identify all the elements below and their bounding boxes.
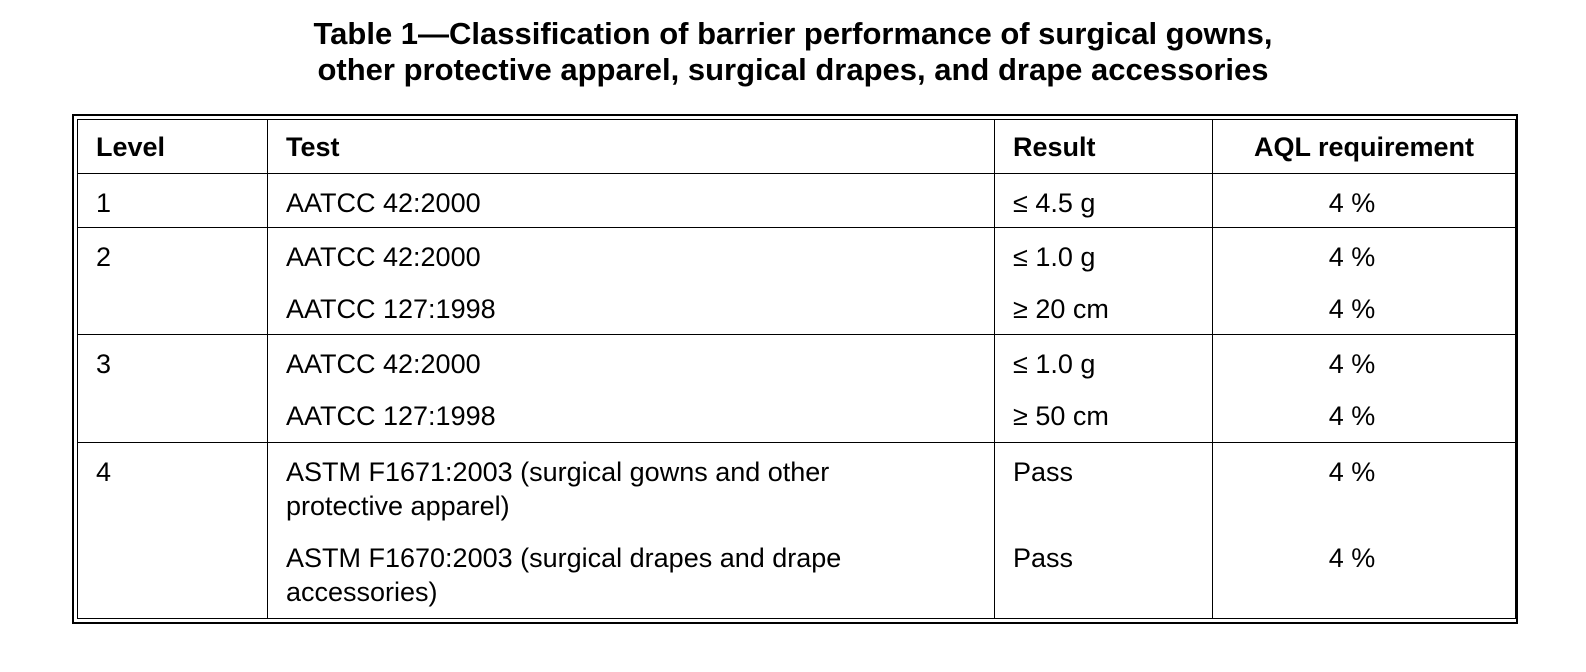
aql-value: 4 %	[1328, 188, 1376, 218]
result-value: ≥ 20 cm	[1013, 294, 1109, 325]
test-name: AATCC 42:2000	[286, 242, 481, 273]
test-cell: AATCC 42:2000	[267, 172, 995, 229]
test-name: AATCC 127:1998	[286, 401, 496, 432]
test-name: AATCC 42:2000	[286, 188, 481, 218]
header-result: Result	[994, 119, 1213, 174]
table-header-row: Level Test Result AQL requirement	[77, 119, 1516, 174]
table-row-level-1: 1 AATCC 42:2000 ≤ 4.5 g 4 %	[77, 172, 1516, 229]
caption-line-1: Table 1—Classification of barrier perfor…	[313, 16, 1273, 51]
header-aql-requirement: AQL requirement	[1212, 119, 1516, 174]
test-name: AATCC 42:2000	[286, 349, 481, 380]
aql-cell: 4 % 4 %	[1212, 334, 1516, 443]
aql-cell: 4 % 4 %	[1212, 227, 1516, 336]
table-row-level-3: 3 AATCC 42:2000 AATCC 127:1998 ≤ 1.0 g ≥…	[77, 334, 1516, 443]
test-name: ASTM F1671:2003 (surgical gowns and othe…	[286, 456, 830, 521]
test-cell: AATCC 42:2000 AATCC 127:1998	[267, 227, 995, 336]
table-frame: Level Test Result AQL requirement 1 AATC…	[72, 114, 1518, 624]
aql-value: 4 %	[1328, 542, 1376, 573]
aql-value: 4 %	[1328, 349, 1376, 380]
table-row-level-2: 2 AATCC 42:2000 AATCC 127:1998 ≤ 1.0 g ≥…	[77, 227, 1516, 336]
table-caption: Table 1—Classification of barrier perfor…	[0, 16, 1586, 88]
level-cell: 2	[77, 227, 268, 336]
result-value: ≤ 4.5 g	[1013, 188, 1096, 218]
test-cell: ASTM F1671:2003 (surgical gowns and othe…	[267, 441, 995, 620]
level-value: 1	[96, 188, 112, 218]
aql-value: 4 %	[1328, 294, 1376, 325]
caption-line-2: other protective apparel, surgical drape…	[317, 52, 1269, 87]
result-value: ≤ 1.0 g	[1013, 242, 1096, 273]
aql-value: 4 %	[1328, 456, 1376, 487]
aql-value: 4 %	[1328, 242, 1376, 273]
result-value: Pass	[1013, 542, 1074, 573]
header-test: Test	[267, 119, 995, 174]
result-value: ≤ 1.0 g	[1013, 349, 1096, 380]
level-cell: 4	[77, 441, 268, 620]
test-cell: AATCC 42:2000 AATCC 127:1998	[267, 334, 995, 443]
result-value: ≥ 50 cm	[1013, 401, 1109, 432]
result-value: Pass	[1013, 456, 1074, 487]
aql-cell: 4 % 4 %	[1212, 441, 1516, 620]
classification-table: Level Test Result AQL requirement 1 AATC…	[77, 119, 1516, 620]
aql-value: 4 %	[1328, 401, 1376, 432]
header-level: Level	[77, 119, 268, 174]
result-cell: ≤ 1.0 g ≥ 20 cm	[994, 227, 1213, 336]
table-row-level-4: 4 ASTM F1671:2003 (surgical gowns and ot…	[77, 441, 1516, 620]
level-cell: 1	[77, 172, 268, 229]
aql-cell: 4 %	[1212, 172, 1516, 229]
level-cell: 3	[77, 334, 268, 443]
level-value: 3	[96, 349, 112, 380]
result-cell: ≤ 4.5 g	[994, 172, 1213, 229]
result-cell: Pass Pass	[994, 441, 1213, 620]
level-value: 4	[96, 456, 112, 487]
test-name: ASTM F1670:2003 (surgical drapes and dra…	[286, 542, 842, 607]
result-cell: ≤ 1.0 g ≥ 50 cm	[994, 334, 1213, 443]
test-name: AATCC 127:1998	[286, 294, 496, 325]
level-value: 2	[96, 242, 112, 273]
